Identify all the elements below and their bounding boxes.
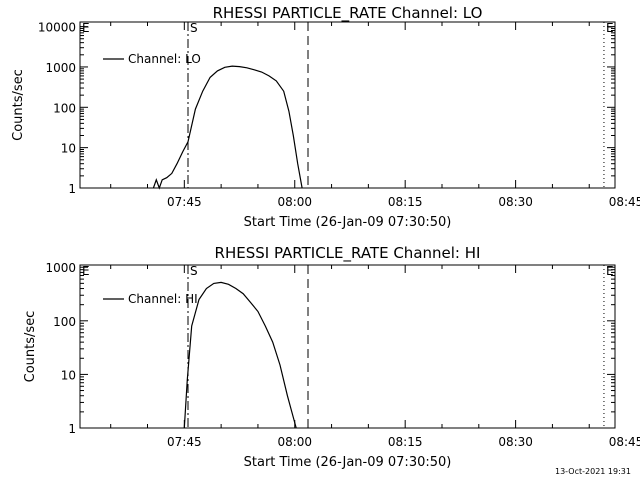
x-axis-label: Start Time (26-Jan-09 07:30:50): [244, 215, 452, 230]
x-tick-label: 08:45: [609, 195, 640, 209]
y-axis-label: Counts/sec: [23, 311, 38, 383]
chart-title: RHESSI PARTICLE_RATE Channel: LO: [213, 4, 483, 23]
x-tick-label: 07:45: [167, 195, 202, 209]
y-tick-label: 1000: [45, 61, 76, 75]
legend-label: Channel: LO: [128, 52, 201, 66]
series-line: [183, 281, 297, 429]
event-marker-label: S: [190, 21, 198, 35]
legend-label: Channel: HI: [128, 292, 198, 306]
chart-panel-lo: RHESSI PARTICLE_RATE Channel: LO Start Ti…: [11, 4, 640, 230]
x-tick-label: 08:45: [609, 435, 640, 449]
x-tick-label: 08:15: [388, 435, 423, 449]
y-tick-label: 10: [61, 142, 76, 156]
chart-panel-hi: RHESSI PARTICLE_RATE Channel: HI Start Ti…: [23, 244, 640, 470]
x-tick-label: 07:45: [167, 435, 202, 449]
x-tick-label: 08:00: [277, 435, 312, 449]
plot-frame: [79, 264, 616, 429]
y-tick-label: 100: [53, 101, 76, 115]
y-tick-label: 10: [61, 368, 76, 382]
y-tick-label: 1: [68, 182, 76, 196]
x-axis-label: Start Time (26-Jan-09 07:30:50): [244, 455, 452, 470]
chart-title: RHESSI PARTICLE_RATE Channel: HI: [215, 244, 481, 263]
x-tick-label: 08:30: [498, 435, 533, 449]
event-marker-label: E: [606, 264, 614, 278]
footer-date: 13-Oct-2021 19:31: [555, 467, 631, 476]
y-tick-label: 1000: [45, 261, 76, 275]
y-tick-label: 10000: [38, 21, 76, 35]
x-tick-label: 08:00: [277, 195, 312, 209]
corner-label: E: [82, 264, 90, 278]
event-marker-label: E: [606, 21, 614, 35]
corner-label: E: [82, 21, 90, 35]
y-axis-label: Counts/sec: [11, 69, 26, 141]
event-marker-label: S: [190, 264, 198, 278]
y-tick-label: 100: [53, 315, 76, 329]
series-line: [152, 65, 303, 190]
x-tick-label: 08:15: [388, 195, 423, 209]
x-tick-label: 08:30: [498, 195, 533, 209]
y-tick-label: 1: [68, 422, 76, 436]
plot-frame: [79, 21, 616, 189]
